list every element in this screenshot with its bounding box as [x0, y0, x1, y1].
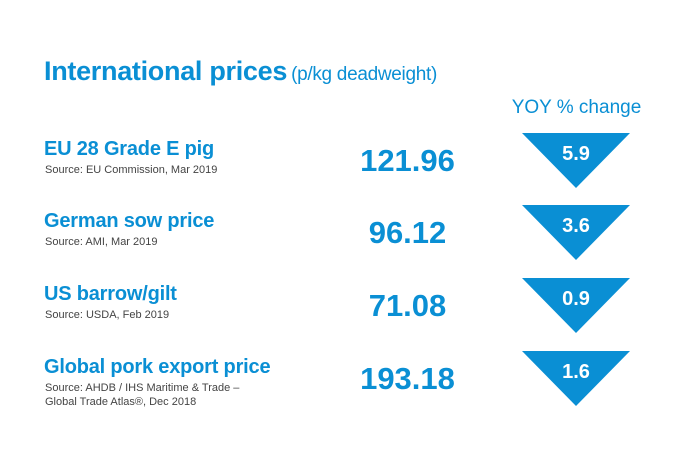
- row-price: 121.96: [360, 143, 455, 178]
- row-source: Source: USDA, Feb 2019: [45, 309, 170, 321]
- yoy-value: 3.6: [562, 215, 590, 237]
- down-triangle-icon: [522, 205, 630, 260]
- down-triangle-icon: [522, 278, 630, 333]
- row-source: Source: EU Commission, Mar 2019: [45, 164, 218, 176]
- row-price: 96.12: [368, 215, 447, 250]
- yoy-down-triangle: 5.9: [522, 133, 630, 188]
- row-label: EU 28 Grade E pig: [44, 138, 214, 160]
- yoy-value: 1.6: [562, 361, 590, 383]
- price-row: German sow price Source: AMI, Mar 2019 9…: [0, 205, 685, 277]
- yoy-column-header: YOY % change: [511, 97, 642, 118]
- price-row: Global pork export price Source: AHDB / …: [0, 351, 685, 423]
- row-label: German sow price: [44, 210, 215, 232]
- yoy-value: 5.9: [562, 143, 590, 165]
- page-title: International prices (p/kg deadweight): [44, 56, 437, 87]
- yoy-down-triangle: 3.6: [522, 205, 630, 260]
- title-text: International prices: [44, 56, 288, 86]
- row-label: Global pork export price: [44, 356, 271, 378]
- yoy-down-triangle: 1.6: [522, 351, 630, 406]
- row-source: Source: AMI, Mar 2019: [45, 236, 158, 248]
- yoy-value: 0.9: [562, 288, 590, 310]
- down-triangle-icon: [522, 133, 630, 188]
- down-triangle-icon: [522, 351, 630, 406]
- price-row: US barrow/gilt Source: USDA, Feb 2019 71…: [0, 278, 685, 350]
- row-source: Source: AHDB / IHS Maritime & Trade – Glo…: [45, 382, 240, 408]
- title-unit: (p/kg deadweight): [291, 64, 438, 85]
- row-price: 71.08: [368, 288, 447, 323]
- row-label: US barrow/gilt: [44, 283, 177, 305]
- row-price: 193.18: [360, 361, 455, 396]
- yoy-down-triangle: 0.9: [522, 278, 630, 333]
- price-row: EU 28 Grade E pig Source: EU Commission,…: [0, 133, 685, 205]
